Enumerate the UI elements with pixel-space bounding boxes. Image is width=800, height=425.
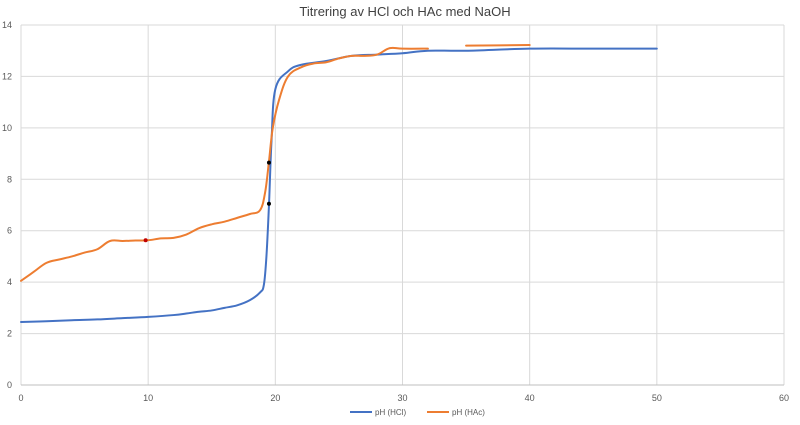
gridlines (20, 24, 785, 386)
x-tick-label: 40 (525, 393, 535, 403)
marked-points (143, 160, 271, 243)
x-tick-label: 20 (270, 393, 280, 403)
y-tick-label: 12 (2, 71, 12, 81)
x-tick-label: 50 (652, 393, 662, 403)
y-tick-label: 2 (7, 329, 12, 339)
x-tick-label: 0 (18, 393, 23, 403)
series-line-ph-hcl (20, 47, 658, 323)
x-tick-label: 60 (779, 393, 789, 403)
series-line-ph-hac (20, 46, 429, 282)
data-point-marker (143, 238, 148, 243)
legend-label: pH (HAc) (452, 408, 485, 417)
axis-tick-labels: 0 10 20 30 40 50 60 0 2 4 6 8 10 12 14 (2, 20, 789, 403)
data-point-marker (266, 201, 271, 206)
y-tick-label: 4 (7, 277, 12, 287)
legend: pH (HCl) pH (HAc) (350, 408, 485, 417)
y-tick-label: 10 (2, 123, 12, 133)
x-tick-label: 30 (397, 393, 407, 403)
data-point-marker (266, 160, 271, 165)
y-tick-label: 8 (7, 174, 12, 184)
y-tick-label: 6 (7, 226, 12, 236)
x-tick-label: 10 (143, 393, 153, 403)
series-layer (20, 44, 658, 323)
chart-title: Titrering av HCl och HAc med NaOH (299, 4, 510, 19)
legend-label: pH (HCl) (375, 408, 406, 417)
y-tick-label: 14 (2, 20, 12, 30)
series-line-ph-hac (465, 44, 531, 47)
y-tick-label: 0 (7, 380, 12, 390)
